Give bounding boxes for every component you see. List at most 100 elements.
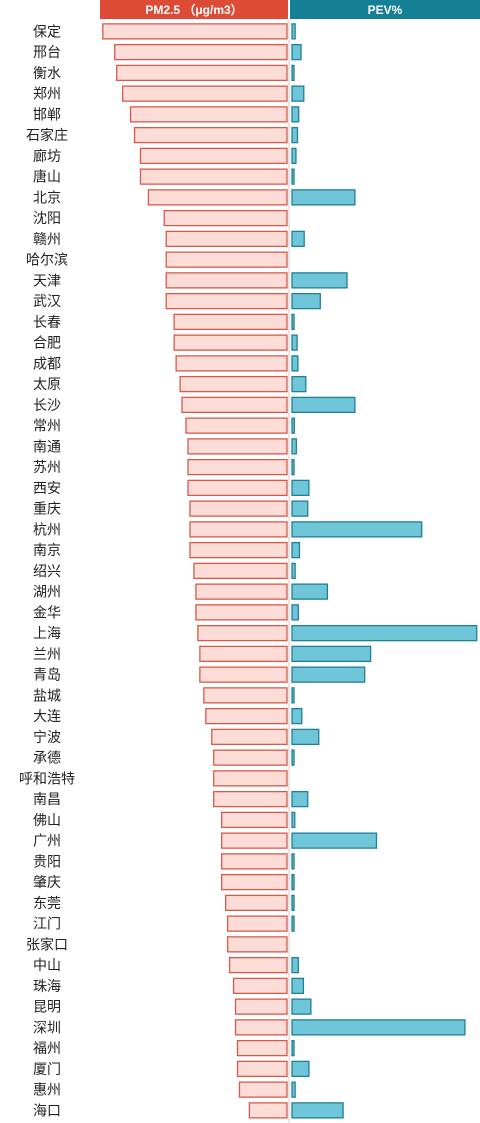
city-label: 赣州 xyxy=(33,232,61,248)
pm25-bar xyxy=(221,853,288,870)
pev-bar xyxy=(291,728,320,746)
city-label: 金华 xyxy=(33,605,61,621)
pm25-bar xyxy=(179,375,288,393)
pev-bar xyxy=(291,832,378,849)
pev-bar xyxy=(291,479,310,497)
pev-bar xyxy=(291,604,299,621)
pm25-header-bar xyxy=(100,0,288,19)
city-label: 江门 xyxy=(33,917,61,933)
pev-bar xyxy=(291,894,295,912)
pev-bar xyxy=(291,1081,296,1098)
pm25-bar xyxy=(236,1060,288,1078)
pm25-bar xyxy=(221,811,288,829)
pev-bars xyxy=(291,23,478,1119)
pm25-bar xyxy=(248,1102,288,1119)
city-label: 呼和浩特 xyxy=(19,771,75,787)
city-label: 长春 xyxy=(33,315,61,331)
city-labels: 保定邢台衡水郑州邯郸石家庄廊坊唐山北京沈阳赣州哈尔滨天津武汉长春合肥成都太原长沙… xyxy=(19,24,75,1119)
city-label: 天津 xyxy=(33,273,61,289)
pev-bar xyxy=(291,64,295,82)
pm25-bar xyxy=(114,43,288,61)
city-label: 东莞 xyxy=(33,896,61,912)
pm25-bar xyxy=(236,1039,288,1057)
pm25-bar xyxy=(175,355,288,372)
pev-bar xyxy=(291,749,295,766)
city-label: 上海 xyxy=(33,626,61,642)
pm25-bars xyxy=(102,23,288,1119)
pev-bar xyxy=(291,292,321,310)
pm25-bar xyxy=(224,894,288,912)
pm25-bar xyxy=(234,1019,288,1036)
city-label: 张家口 xyxy=(26,936,68,953)
pm25-bar xyxy=(129,106,288,123)
pev-bar xyxy=(291,458,295,476)
city-label: 长沙 xyxy=(33,398,61,414)
pm25-bar xyxy=(139,168,288,185)
pm25-bar xyxy=(189,541,288,559)
pev-bar xyxy=(291,23,296,40)
city-label: 兰州 xyxy=(33,647,61,663)
pm25-bar xyxy=(187,438,288,455)
pev-bar xyxy=(291,106,300,123)
city-label: 衡水 xyxy=(33,66,61,82)
pm25-bar xyxy=(228,956,288,974)
city-label: 惠州 xyxy=(33,1083,61,1099)
pev-bar xyxy=(291,541,301,559)
city-label: 杭州 xyxy=(33,522,61,538)
city-label: 广州 xyxy=(33,834,61,850)
city-label: 厦门 xyxy=(33,1062,61,1078)
pm25-bar xyxy=(226,936,288,953)
pm25-bar xyxy=(165,272,288,289)
pm25-bar xyxy=(102,23,288,40)
pm25-bar xyxy=(193,562,288,580)
pm25-bar xyxy=(213,770,288,787)
pm25-bar xyxy=(197,624,288,642)
city-label: 邢台 xyxy=(33,45,61,61)
pev-bar xyxy=(291,147,297,165)
city-label: 南京 xyxy=(33,543,61,559)
pev-bar xyxy=(291,998,312,1015)
pev-bar xyxy=(291,1039,295,1057)
city-label: 承德 xyxy=(33,751,61,767)
pev-bar xyxy=(291,272,348,289)
pm25-bar xyxy=(165,251,288,268)
city-label: 成都 xyxy=(33,356,61,372)
pm25-bar xyxy=(139,147,288,165)
pm25-bar xyxy=(211,728,288,746)
pev-bar xyxy=(291,230,305,248)
city-label: 常州 xyxy=(33,419,61,435)
pm25-bar xyxy=(195,604,288,621)
pev-bar xyxy=(291,438,297,455)
pm25-bar xyxy=(226,915,288,932)
city-label: 南昌 xyxy=(33,792,61,808)
pm25-header-label: PM2.5 （μg/m3） xyxy=(145,2,242,17)
pev-bar xyxy=(291,645,372,663)
pev-bar xyxy=(291,189,356,206)
pm25-bar xyxy=(187,479,288,497)
pev-bar xyxy=(291,790,309,808)
pm25-bar xyxy=(133,126,288,144)
pm25-bar xyxy=(213,749,288,766)
city-label: 盐城 xyxy=(33,688,61,704)
pev-bar xyxy=(291,977,305,995)
city-label: 北京 xyxy=(33,190,61,206)
pm25-bar xyxy=(189,521,288,538)
pev-bar xyxy=(291,355,299,372)
pm25-bar xyxy=(165,230,288,248)
pm25-bar xyxy=(187,458,288,476)
pev-header-label: PEV% xyxy=(368,3,403,17)
pev-bar xyxy=(291,417,296,434)
pev-bar xyxy=(291,334,298,351)
pm25-bar xyxy=(205,707,288,725)
pm25-bar xyxy=(221,873,288,891)
pm25-bar xyxy=(122,85,288,102)
pev-bar xyxy=(291,1019,466,1036)
city-label: 沈阳 xyxy=(33,211,61,227)
pm25-bar xyxy=(199,645,288,663)
pev-bar xyxy=(291,85,305,102)
city-label: 苏州 xyxy=(33,460,61,476)
pev-bar xyxy=(291,666,366,683)
pev-bar xyxy=(291,624,478,642)
city-label: 武汉 xyxy=(33,294,61,310)
pev-bar xyxy=(291,687,295,704)
